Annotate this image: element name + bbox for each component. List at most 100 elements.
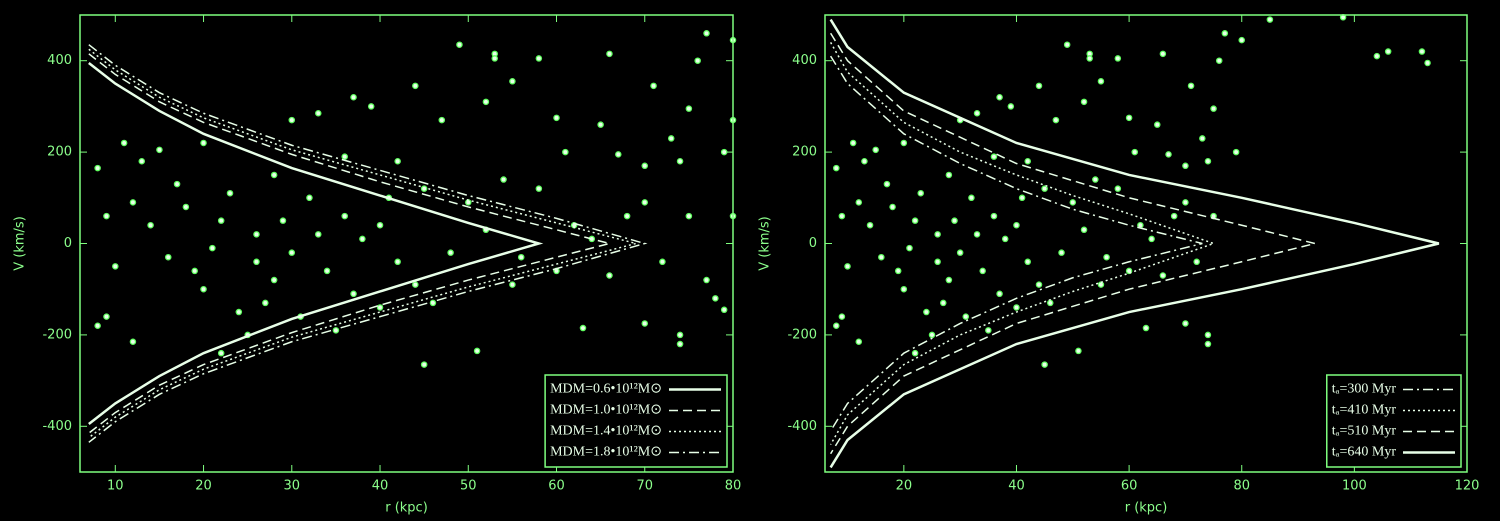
data-point: [996, 94, 1003, 101]
data-point: [872, 146, 879, 154]
data-point: [191, 267, 198, 275]
data-point: [182, 203, 190, 211]
curve: [829, 18, 1440, 469]
data-point: [1013, 221, 1020, 229]
data-point: [641, 162, 649, 170]
data-point: [838, 212, 846, 220]
legend-label: tₐ=410 Myr: [1332, 403, 1397, 418]
panel: 10 20 30 40 50 60 70 80 -400 -200 0 200 400 r (kpc) V …: [13, 14, 741, 516]
data-point: [1013, 304, 1020, 311]
data-point: [956, 249, 964, 256]
legend-label: MDM=0.6•10¹²M⊙: [550, 382, 662, 397]
legend-label: tₐ=300 Myr: [1332, 382, 1397, 397]
data-point: [315, 231, 322, 238]
data-point: [1148, 235, 1155, 243]
x-axis-label: r (kpc): [1125, 501, 1168, 516]
data-point: [1075, 347, 1082, 355]
data-point: [1086, 55, 1093, 62]
data-point: [889, 203, 896, 211]
data-point: [606, 272, 613, 279]
data-point: [945, 276, 953, 284]
legend: MDM=0.6•10¹²M⊙ MDM=1.0•10¹²M⊙ MDM=1.4•10¹²…: [544, 374, 728, 468]
data-point: [217, 349, 225, 357]
data-point: [1001, 235, 1009, 243]
data-point: [676, 331, 684, 339]
data-point: [103, 313, 110, 320]
data-point: [894, 267, 902, 275]
data-point: [579, 324, 587, 332]
data-point: [1215, 57, 1223, 64]
data-point: [103, 212, 110, 220]
data-point: [438, 116, 446, 124]
data-point: [940, 299, 947, 307]
data-point: [332, 327, 340, 334]
data-point: [849, 139, 857, 147]
data-point: [341, 212, 348, 220]
data-point: [985, 327, 992, 334]
curve: [88, 48, 639, 439]
data-point: [1182, 162, 1189, 170]
data-point: [164, 253, 172, 261]
data-point: [253, 258, 260, 266]
data-point: [394, 157, 401, 165]
data-point: [235, 308, 243, 316]
data-point: [883, 180, 891, 188]
data-point: [473, 347, 481, 355]
data-point: [1018, 194, 1026, 202]
data-point: [1232, 148, 1240, 156]
data-point: [1204, 157, 1212, 165]
data-point: [945, 171, 953, 179]
data-point: [1080, 98, 1088, 106]
legend-label: tₐ=640 Myr: [1332, 445, 1397, 460]
data-point: [217, 217, 225, 224]
data-point: [359, 235, 366, 243]
data-point: [420, 361, 428, 368]
curve: [88, 61, 544, 426]
data-point: [1097, 281, 1105, 288]
data-point: [1103, 253, 1110, 261]
data-point: [990, 153, 998, 160]
data-point: [934, 231, 941, 238]
x-tick-label: 60: [548, 479, 565, 494]
data-point: [270, 276, 278, 284]
data-point: [1142, 324, 1150, 332]
x-tick-label: 100: [1342, 479, 1367, 494]
data-point: [112, 263, 119, 270]
data-point: [147, 221, 154, 229]
data-point: [138, 157, 146, 165]
data-point: [1204, 340, 1212, 348]
data-point: [156, 146, 163, 154]
data-point: [855, 338, 863, 346]
data-point: [553, 114, 560, 122]
data-point: [412, 281, 419, 288]
data-point: [535, 55, 543, 62]
data-point: [951, 217, 958, 224]
data-point: [979, 267, 986, 275]
data-point: [911, 349, 919, 357]
y-tick-label: 200: [47, 145, 72, 160]
data-point: [720, 306, 728, 314]
data-point: [866, 221, 874, 229]
data-point: [367, 103, 375, 110]
data-point: [623, 212, 631, 220]
x-tick-label: 20: [896, 479, 913, 494]
data-point: [597, 121, 604, 128]
data-point: [1092, 176, 1099, 183]
data-point: [350, 290, 357, 298]
data-point: [1193, 258, 1200, 266]
data-point: [1221, 30, 1229, 37]
data-point: [376, 304, 384, 311]
data-point: [253, 231, 260, 238]
data-point: [1165, 151, 1172, 158]
data-point: [878, 253, 885, 261]
data-point: [1063, 41, 1071, 48]
data-point: [315, 110, 322, 117]
curve: [829, 55, 1203, 432]
data-point: [1069, 199, 1077, 206]
data-point: [906, 244, 913, 252]
data-point: [535, 185, 543, 192]
data-point: [456, 41, 463, 48]
x-tick-label: 80: [1233, 479, 1250, 494]
data-point: [650, 82, 657, 90]
